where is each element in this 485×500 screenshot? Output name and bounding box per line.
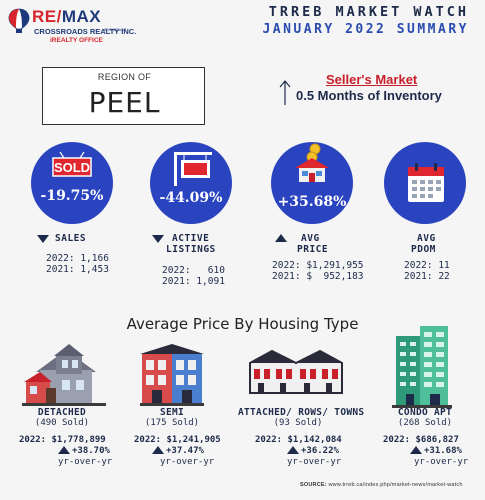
townhouse-icon: [249, 349, 343, 394]
listings-circle: -44.09%: [150, 142, 232, 224]
up-arrow-icon: [279, 80, 291, 105]
section-title: Average Price By Housing Type: [126, 315, 359, 333]
logo-company: CROSSROADS REALTY INC.: [34, 27, 137, 36]
semi-sold: (175 Sold): [144, 418, 200, 428]
semi-house-icon: [140, 344, 204, 406]
towns-sold: (93 Sold): [273, 418, 323, 428]
listings-change: -44.09%: [159, 190, 223, 206]
remax-logo: RE/MAX CROSSROADS REALTY INC. iREALTY OF…: [8, 6, 136, 52]
detached-sold: (490 Sold): [34, 418, 90, 428]
sales-change: -19.75%: [40, 188, 104, 204]
months-inventory: 0.5 Months of Inventory: [296, 88, 442, 103]
condo-name: CONDO APT: [397, 407, 453, 418]
logo-brokerage: BROKERAGE: [104, 28, 127, 32]
listing-sign-icon: [174, 152, 212, 186]
region-name: PEEL: [88, 86, 161, 119]
towns-price: 2022: $1,142,084: [255, 435, 342, 445]
detached-name: DETACHED: [37, 407, 87, 418]
towns-name: ATTACHED/ ROWS/ TOWNS: [238, 407, 365, 418]
condo-tower-icon: [392, 326, 452, 408]
pdom-label-2: PDOM: [411, 244, 436, 255]
up-triangle-icon: [410, 446, 422, 454]
sales-2021: 2021: 1,453: [46, 264, 109, 275]
condo-sold: (268 Sold): [397, 418, 453, 428]
detached-yoy: yr-over-yr: [58, 457, 113, 467]
price-change: +35.68%: [277, 194, 347, 210]
towns-change: +36.22%: [301, 446, 339, 456]
sold-sign-icon: SOLD: [52, 152, 92, 177]
region-label: REGION OF: [97, 72, 152, 82]
logo-office: iREALTY OFFICE: [50, 37, 103, 44]
up-triangle-icon: [58, 446, 70, 454]
sales-circle: SOLD -19.75%: [31, 142, 113, 224]
listings-label-1: ACTIVE: [172, 233, 210, 244]
pdom-2022: 2022: 11: [404, 260, 450, 271]
calendar-icon: [408, 163, 444, 202]
report-subtitle: JANUARY 2022 SUMMARY: [262, 22, 469, 37]
semi-change: +37.47%: [166, 446, 204, 456]
towns-yoy: yr-over-yr: [287, 457, 342, 467]
up-triangle-icon: [152, 446, 164, 454]
price-circle: +35.68%: [271, 142, 353, 224]
pdom-circle: [384, 142, 466, 224]
price-2022: 2022: $1,291,955: [272, 260, 364, 271]
up-triangle-icon: [287, 446, 299, 454]
house-coins-icon: [295, 143, 329, 182]
region-box: REGION OF PEEL: [42, 67, 205, 125]
source-link[interactable]: www.trreb.ca/index.php/market-news/marke…: [328, 482, 463, 488]
up-triangle-icon: [275, 234, 287, 242]
balloon-icon: [8, 8, 30, 33]
listings-2021: 2021: 1,091: [162, 276, 225, 287]
condo-change: +31.68%: [424, 446, 462, 456]
price-label-2: PRICE: [297, 244, 329, 255]
pdom-2021: 2021: 22: [404, 271, 450, 282]
sales-2022: 2022: 1,166: [46, 253, 109, 264]
listings-2022: 2022: 610: [162, 265, 225, 276]
source-label: SOURCE:: [300, 482, 327, 488]
down-triangle-icon: [152, 235, 164, 243]
condo-yoy: yr-over-yr: [414, 457, 469, 467]
source-note: SOURCE: www.trreb.ca/index.php/market-ne…: [300, 482, 463, 488]
report-title: TRREB MARKET WATCH: [268, 4, 469, 20]
price-2021: 2021: $ 952,183: [272, 271, 364, 282]
detached-house-icon: [22, 344, 106, 406]
sales-label: SALES: [55, 233, 87, 244]
pdom-label-1: AVG: [417, 233, 436, 244]
condo-price: 2022: $686,827: [383, 435, 459, 445]
semi-name: SEMI: [159, 407, 185, 418]
down-triangle-icon: [37, 235, 49, 243]
listings-label-2: LISTINGS: [166, 244, 216, 255]
semi-yoy: yr-over-yr: [160, 457, 215, 467]
price-label-1: AVG: [301, 233, 320, 244]
detached-price: 2022: $1,778,899: [19, 435, 106, 445]
logo-brand: RE/MAX: [32, 7, 102, 26]
market-condition: Seller's Market: [326, 72, 418, 87]
detached-change: +38.70%: [72, 446, 110, 456]
svg-text:SOLD: SOLD: [54, 160, 90, 175]
semi-price: 2022: $1,241,905: [134, 435, 221, 445]
